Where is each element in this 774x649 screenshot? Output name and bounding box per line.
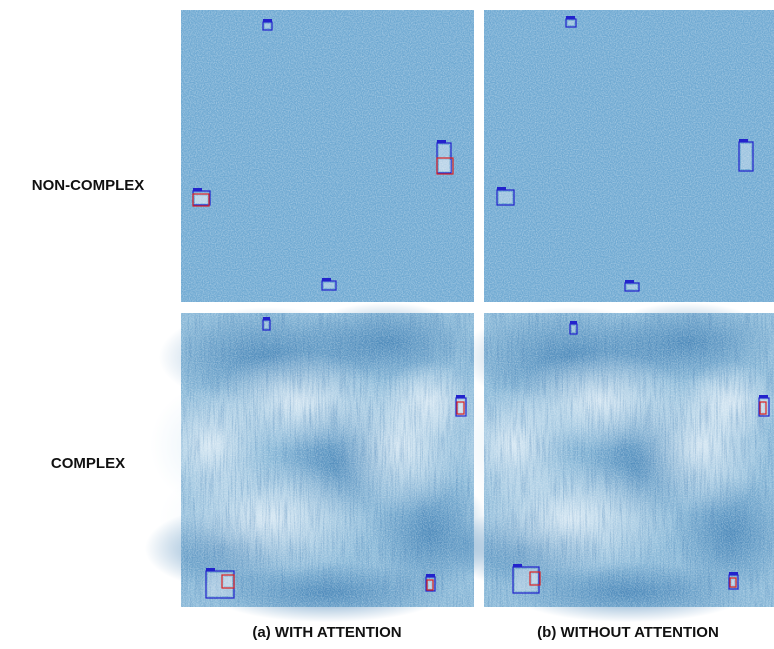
target-blob <box>265 322 268 328</box>
column-caption: (b) WITHOUT ATTENTION <box>537 624 719 641</box>
page: NON-COMPLEX COMPLEX (a) WITH ATTENTION (… <box>0 0 774 644</box>
target-blob <box>762 404 764 412</box>
target-blob <box>499 192 512 203</box>
target-blob <box>532 574 538 583</box>
box-tag <box>759 395 768 398</box>
target-blob <box>324 283 334 288</box>
target-blob <box>732 580 734 585</box>
target-blob <box>572 326 575 332</box>
target-blob <box>568 21 574 25</box>
figure: NON-COMPLEX COMPLEX (a) WITH ATTENTION (… <box>0 0 774 644</box>
box-tag <box>497 187 506 190</box>
target-blob <box>439 160 451 172</box>
box-tag <box>456 395 465 398</box>
row-label: NON-COMPLEX <box>32 177 145 194</box>
speckle-texture <box>181 313 474 607</box>
target-blob <box>224 577 232 586</box>
target-blob <box>195 196 207 204</box>
box-tag <box>206 568 215 571</box>
speckle-texture <box>484 10 774 302</box>
box-tag <box>566 16 575 19</box>
target-blob <box>265 24 270 28</box>
target-blob <box>627 285 637 289</box>
box-tag <box>729 572 738 575</box>
target-blob <box>741 144 751 169</box>
row-label: COMPLEX <box>51 455 125 472</box>
box-tag <box>437 140 446 143</box>
speckle-texture <box>484 313 774 607</box>
image-panel <box>145 302 490 622</box>
box-tag <box>426 574 435 577</box>
box-tag <box>263 317 270 320</box>
box-tag <box>513 564 522 567</box>
box-tag <box>322 278 331 281</box>
box-tag <box>625 280 634 283</box>
box-tag <box>739 139 748 142</box>
image-panel <box>181 10 474 302</box>
box-tag <box>263 19 272 22</box>
image-panel <box>484 10 774 302</box>
column-caption: (a) WITH ATTENTION <box>252 624 401 641</box>
box-tag <box>193 188 202 191</box>
speckle-texture <box>181 10 474 302</box>
target-blob <box>459 404 462 412</box>
box-tag <box>570 321 577 324</box>
image-panel <box>448 302 774 622</box>
target-blob <box>429 582 431 588</box>
